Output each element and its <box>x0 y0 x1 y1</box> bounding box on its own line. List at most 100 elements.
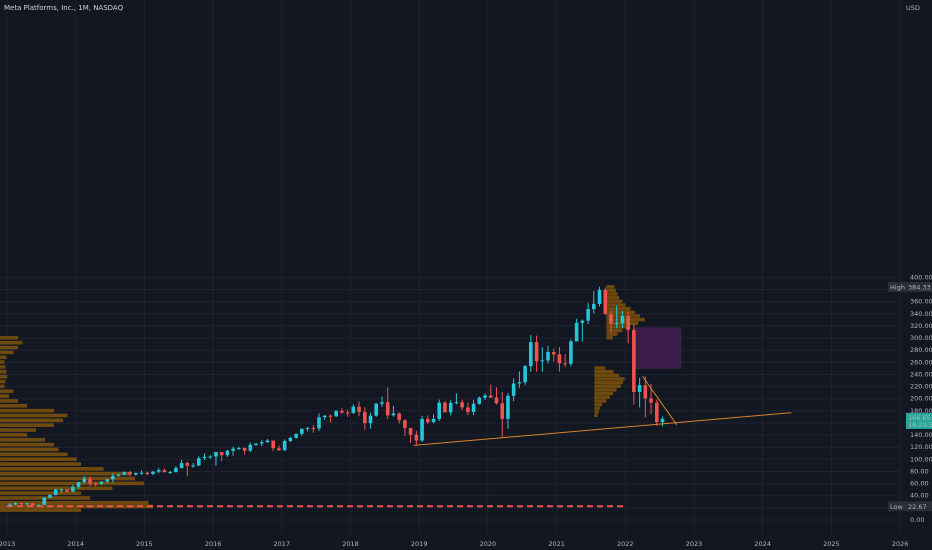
candle-up <box>334 410 338 417</box>
candle-up <box>317 413 321 431</box>
candle-down <box>443 401 447 413</box>
candle-body <box>529 342 533 367</box>
y-tick-label: 80.00 <box>910 467 929 475</box>
candle-up <box>580 319 585 342</box>
volume-profile-bar <box>0 457 77 461</box>
candle-body <box>151 471 155 474</box>
candle-up <box>133 472 138 476</box>
candle-body <box>592 303 596 310</box>
x-tick-label: 2023 <box>686 540 703 548</box>
candle-up <box>237 446 241 450</box>
candle-up <box>483 393 487 401</box>
volume-profile-bar <box>594 380 623 385</box>
candle-up <box>25 503 29 506</box>
candle-up <box>574 318 579 342</box>
candle-body <box>603 289 608 315</box>
candle-up <box>391 405 396 417</box>
volume-profile-bar <box>606 296 620 300</box>
candle-up <box>368 412 373 429</box>
volume-profile-bar <box>594 377 625 381</box>
candle-body <box>294 433 298 438</box>
candle-body <box>99 481 104 484</box>
volume-profile-bar <box>0 370 7 374</box>
candle-down <box>88 476 92 487</box>
candle-body <box>30 503 35 506</box>
candle-up <box>523 364 527 385</box>
candle-body <box>179 462 184 468</box>
candle-up <box>156 467 161 474</box>
candle-down <box>425 415 430 425</box>
candle-body <box>71 486 75 492</box>
low-value-bg <box>906 501 932 512</box>
volume-profile-bar <box>606 328 623 333</box>
x-tick-label: 2017 <box>274 540 291 548</box>
candle-down <box>408 427 413 444</box>
candle-down <box>643 376 648 418</box>
volume-profile-bar <box>0 428 36 432</box>
volume-profile-bar <box>0 340 23 345</box>
candle-body <box>128 472 132 475</box>
volume-profile-bar <box>594 391 614 396</box>
candle-down <box>563 354 567 368</box>
candle-up <box>76 481 81 490</box>
high-tag: High <box>890 283 905 291</box>
candle-down <box>494 387 499 405</box>
candle-up <box>151 470 155 476</box>
candle-up <box>511 378 516 402</box>
volume-profile-bar <box>594 402 603 407</box>
candle-body <box>13 503 18 505</box>
volume-profile-bar <box>606 299 623 304</box>
trendlines <box>413 375 792 446</box>
candle-body <box>122 472 127 475</box>
volume-profile-bar <box>0 433 27 437</box>
candle-body <box>185 462 190 466</box>
candle-body <box>277 448 281 451</box>
candle-body <box>76 482 81 487</box>
candle-up <box>225 449 230 457</box>
x-tick-label: 2014 <box>67 540 84 548</box>
volume-profile-bar <box>0 452 68 457</box>
candles <box>8 286 665 507</box>
candle-body <box>448 402 453 413</box>
candle-body <box>391 413 396 416</box>
candle-up <box>105 478 110 484</box>
time-axis[interactable]: 2013 2014 2015 2016 2017 2018 2019 2020 2021 2022… <box>0 540 908 548</box>
candle-up <box>477 396 482 405</box>
candle-body <box>271 440 275 449</box>
volume-profile-bar <box>0 447 59 452</box>
y-tick-label: 260.00 <box>910 358 932 366</box>
candle-down <box>609 310 613 334</box>
volume-profile-bar <box>0 399 18 403</box>
candle-body <box>19 503 24 505</box>
candle-body <box>317 417 321 429</box>
candle-down <box>557 347 562 372</box>
candle-body <box>242 447 247 451</box>
candle-down <box>328 414 333 423</box>
y-tick-label: 40.00 <box>910 492 929 500</box>
candle-up <box>99 481 104 486</box>
candle-up <box>36 504 41 507</box>
volume-profile-bar <box>0 374 8 379</box>
volume-profile-bar <box>0 413 68 418</box>
candle-down <box>655 399 659 426</box>
candle-up <box>540 347 545 372</box>
candle-body <box>597 289 602 304</box>
candle-body <box>614 323 619 325</box>
candle-down <box>551 348 556 362</box>
candle-down <box>403 419 407 436</box>
candle-body <box>546 352 550 361</box>
candle-body <box>111 475 115 480</box>
candle-up <box>660 416 665 427</box>
candle-down <box>277 445 281 451</box>
candle-up <box>282 439 287 451</box>
candle-body <box>500 403 505 419</box>
volume-profile-bar <box>0 384 5 389</box>
volume-profile-bar <box>0 476 135 481</box>
candle-up <box>288 436 293 443</box>
volume-profile-bar <box>0 437 45 442</box>
candle-body <box>225 450 230 456</box>
x-tick-label: 2018 <box>342 540 359 548</box>
x-tick-label: 2015 <box>136 540 153 548</box>
